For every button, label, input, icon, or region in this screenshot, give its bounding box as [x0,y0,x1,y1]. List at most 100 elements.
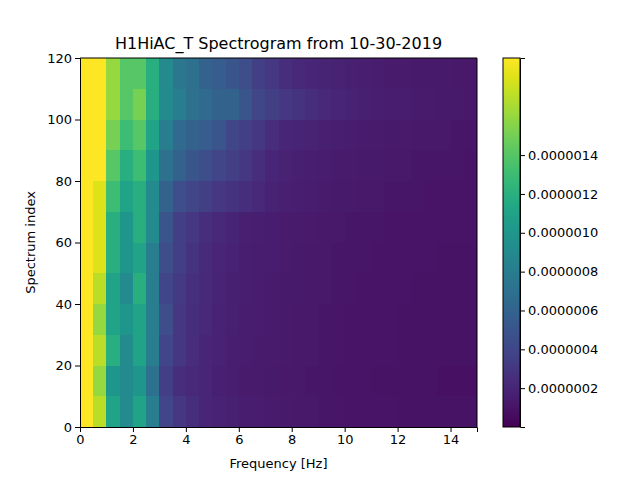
cell [424,58,437,89]
cell [133,181,146,212]
cell [318,181,331,212]
cell [464,120,477,151]
cell [212,366,225,397]
cell [186,396,199,427]
cell [199,150,212,181]
cell [120,181,133,212]
cell [398,58,411,89]
cell [279,304,292,335]
cell [305,304,318,335]
cell [424,212,437,243]
cell [106,212,119,243]
cell [371,212,384,243]
cell [186,304,199,335]
cell [146,273,159,304]
tick: 12 [390,427,407,447]
colorbar-axis: 0.00000020.00000040.00000060.00000080.00… [520,59,598,428]
cell [358,150,371,181]
tick-label: 0.0000002 [528,381,598,396]
cell [384,150,397,181]
cell [331,396,344,427]
cell [226,150,239,181]
tick-mark [520,194,525,195]
cell [451,243,464,274]
cell [146,396,159,427]
cell [318,304,331,335]
cell [265,396,278,427]
cell [358,58,371,89]
cell [252,150,265,181]
tick-label: 80 [55,174,72,189]
cell [199,396,212,427]
cell [451,89,464,120]
cell [173,304,186,335]
cell [159,273,172,304]
cell [120,89,133,120]
cell [199,58,212,89]
cell [80,58,93,89]
cell [358,273,371,304]
cell [252,212,265,243]
cell [80,150,93,181]
cell [265,273,278,304]
cell [437,335,450,366]
cell [318,120,331,151]
cell [159,58,172,89]
cell [292,366,305,397]
cell [80,181,93,212]
cell [358,120,371,151]
cell [371,89,384,120]
cell [384,58,397,89]
cell [345,58,358,89]
tick-mark [520,349,525,350]
cell [252,335,265,366]
tick: 0 [64,420,80,435]
cell [305,89,318,120]
tick-mark [520,155,525,156]
cell [345,181,358,212]
cell [279,243,292,274]
cell [93,89,106,120]
tick: 0.0000010 [520,225,598,240]
cell [437,366,450,397]
cell [279,335,292,366]
cell [106,181,119,212]
cell [146,89,159,120]
cell [451,212,464,243]
cell [80,335,93,366]
cell [384,181,397,212]
cell [226,335,239,366]
tick-mark [520,272,525,273]
cell [80,89,93,120]
tick-label: 14 [443,432,460,447]
tick-label: 0.0000006 [528,303,598,318]
cell [120,335,133,366]
tick-label: 8 [288,432,296,447]
cell [451,181,464,212]
cell [265,89,278,120]
cell [173,366,186,397]
tick-label: 0.0000004 [528,342,598,357]
cell [199,273,212,304]
cell [93,366,106,397]
cell [411,396,424,427]
cell [159,396,172,427]
cell [451,335,464,366]
cell [451,58,464,89]
tick-mark [520,233,525,234]
cell [398,396,411,427]
cell [318,212,331,243]
cell [398,273,411,304]
tick-mark [75,304,80,305]
cell [106,150,119,181]
cell [146,181,159,212]
tick-label: 6 [235,432,243,447]
cell [318,396,331,427]
cell [265,181,278,212]
cell [80,366,93,397]
chart: 02468101214020406080100120H1HiAC_T Spect… [0,0,640,480]
tick: 14 [443,427,460,447]
cell [424,181,437,212]
cell [437,150,450,181]
cell [384,273,397,304]
